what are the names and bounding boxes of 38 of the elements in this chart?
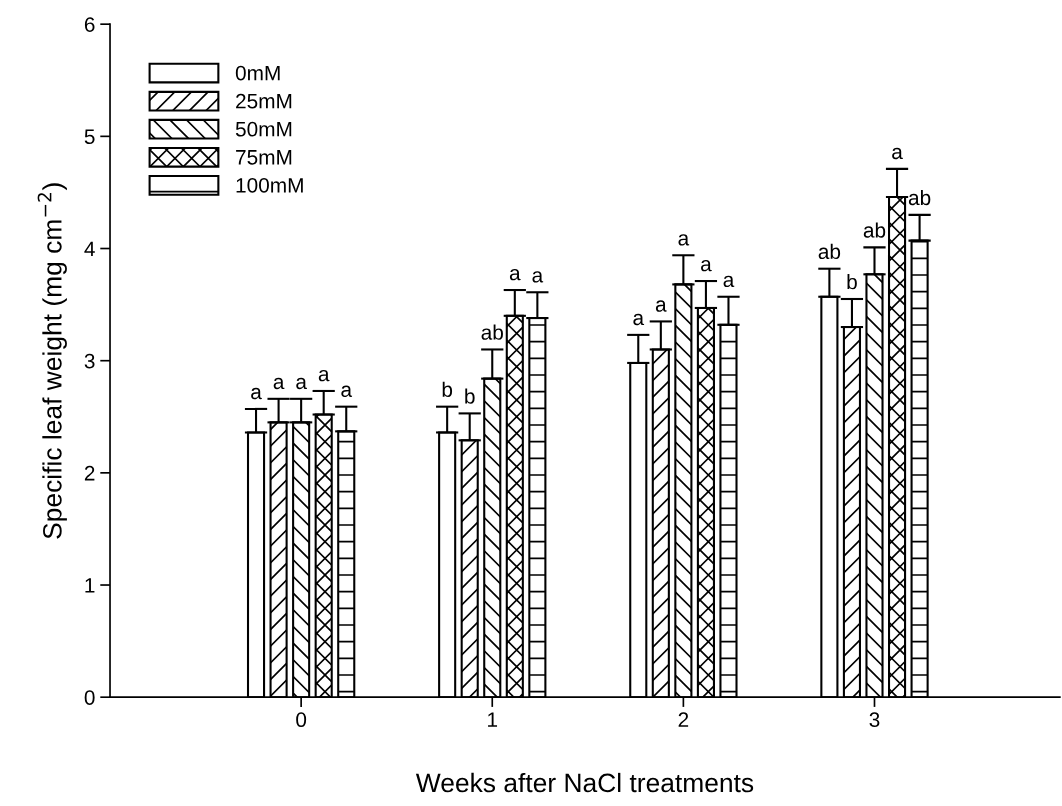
data-label: a — [273, 377, 285, 390]
x-tick-label: 0 — [296, 712, 307, 728]
data-label: ab — [908, 189, 931, 206]
data-label: a — [892, 147, 903, 160]
x-axis-title: Weeks after NaCl treatments — [415, 772, 754, 793]
data-label: a — [251, 387, 262, 400]
data-label: a — [723, 275, 735, 288]
data-label: b — [465, 388, 475, 404]
y-tick-label: 1 — [85, 578, 95, 593]
data-label: a — [532, 271, 544, 283]
data-label: a — [509, 268, 521, 281]
y-tick-label: 6 — [84, 17, 95, 32]
data-label: a — [318, 369, 330, 382]
data-label: ab — [863, 222, 886, 238]
data-label: b — [442, 381, 453, 397]
y-tick-label: 5 — [84, 129, 95, 145]
y-tick-label: 0 — [84, 690, 95, 705]
legend-label: 0mM — [235, 65, 280, 81]
data-label: ab — [818, 243, 841, 260]
legend-label: 50mM — [235, 121, 292, 137]
data-label: a — [296, 377, 307, 390]
data-label: b — [847, 274, 857, 290]
legend-label: 25mM — [236, 93, 292, 109]
legend-label: 75mM — [236, 150, 292, 165]
data-label: a — [341, 385, 353, 397]
y-tick-label: 2 — [84, 465, 95, 481]
x-tick-label: 3 — [869, 712, 880, 728]
data-label: ab — [481, 324, 503, 340]
x-tick-label: 1 — [488, 712, 498, 727]
y-axis-title: Specific leaf weight (mg cm$^{−2}$) — [37, 183, 67, 539]
data-label: a — [655, 300, 667, 312]
x-tick-label: 2 — [678, 712, 689, 727]
legend-label: 100mM — [236, 177, 303, 193]
data-label: a — [701, 259, 712, 272]
data-label: a — [633, 313, 645, 326]
y-tick-label: 3 — [84, 353, 95, 369]
y-tick-label: 4 — [84, 241, 95, 257]
data-label: a — [678, 234, 690, 246]
